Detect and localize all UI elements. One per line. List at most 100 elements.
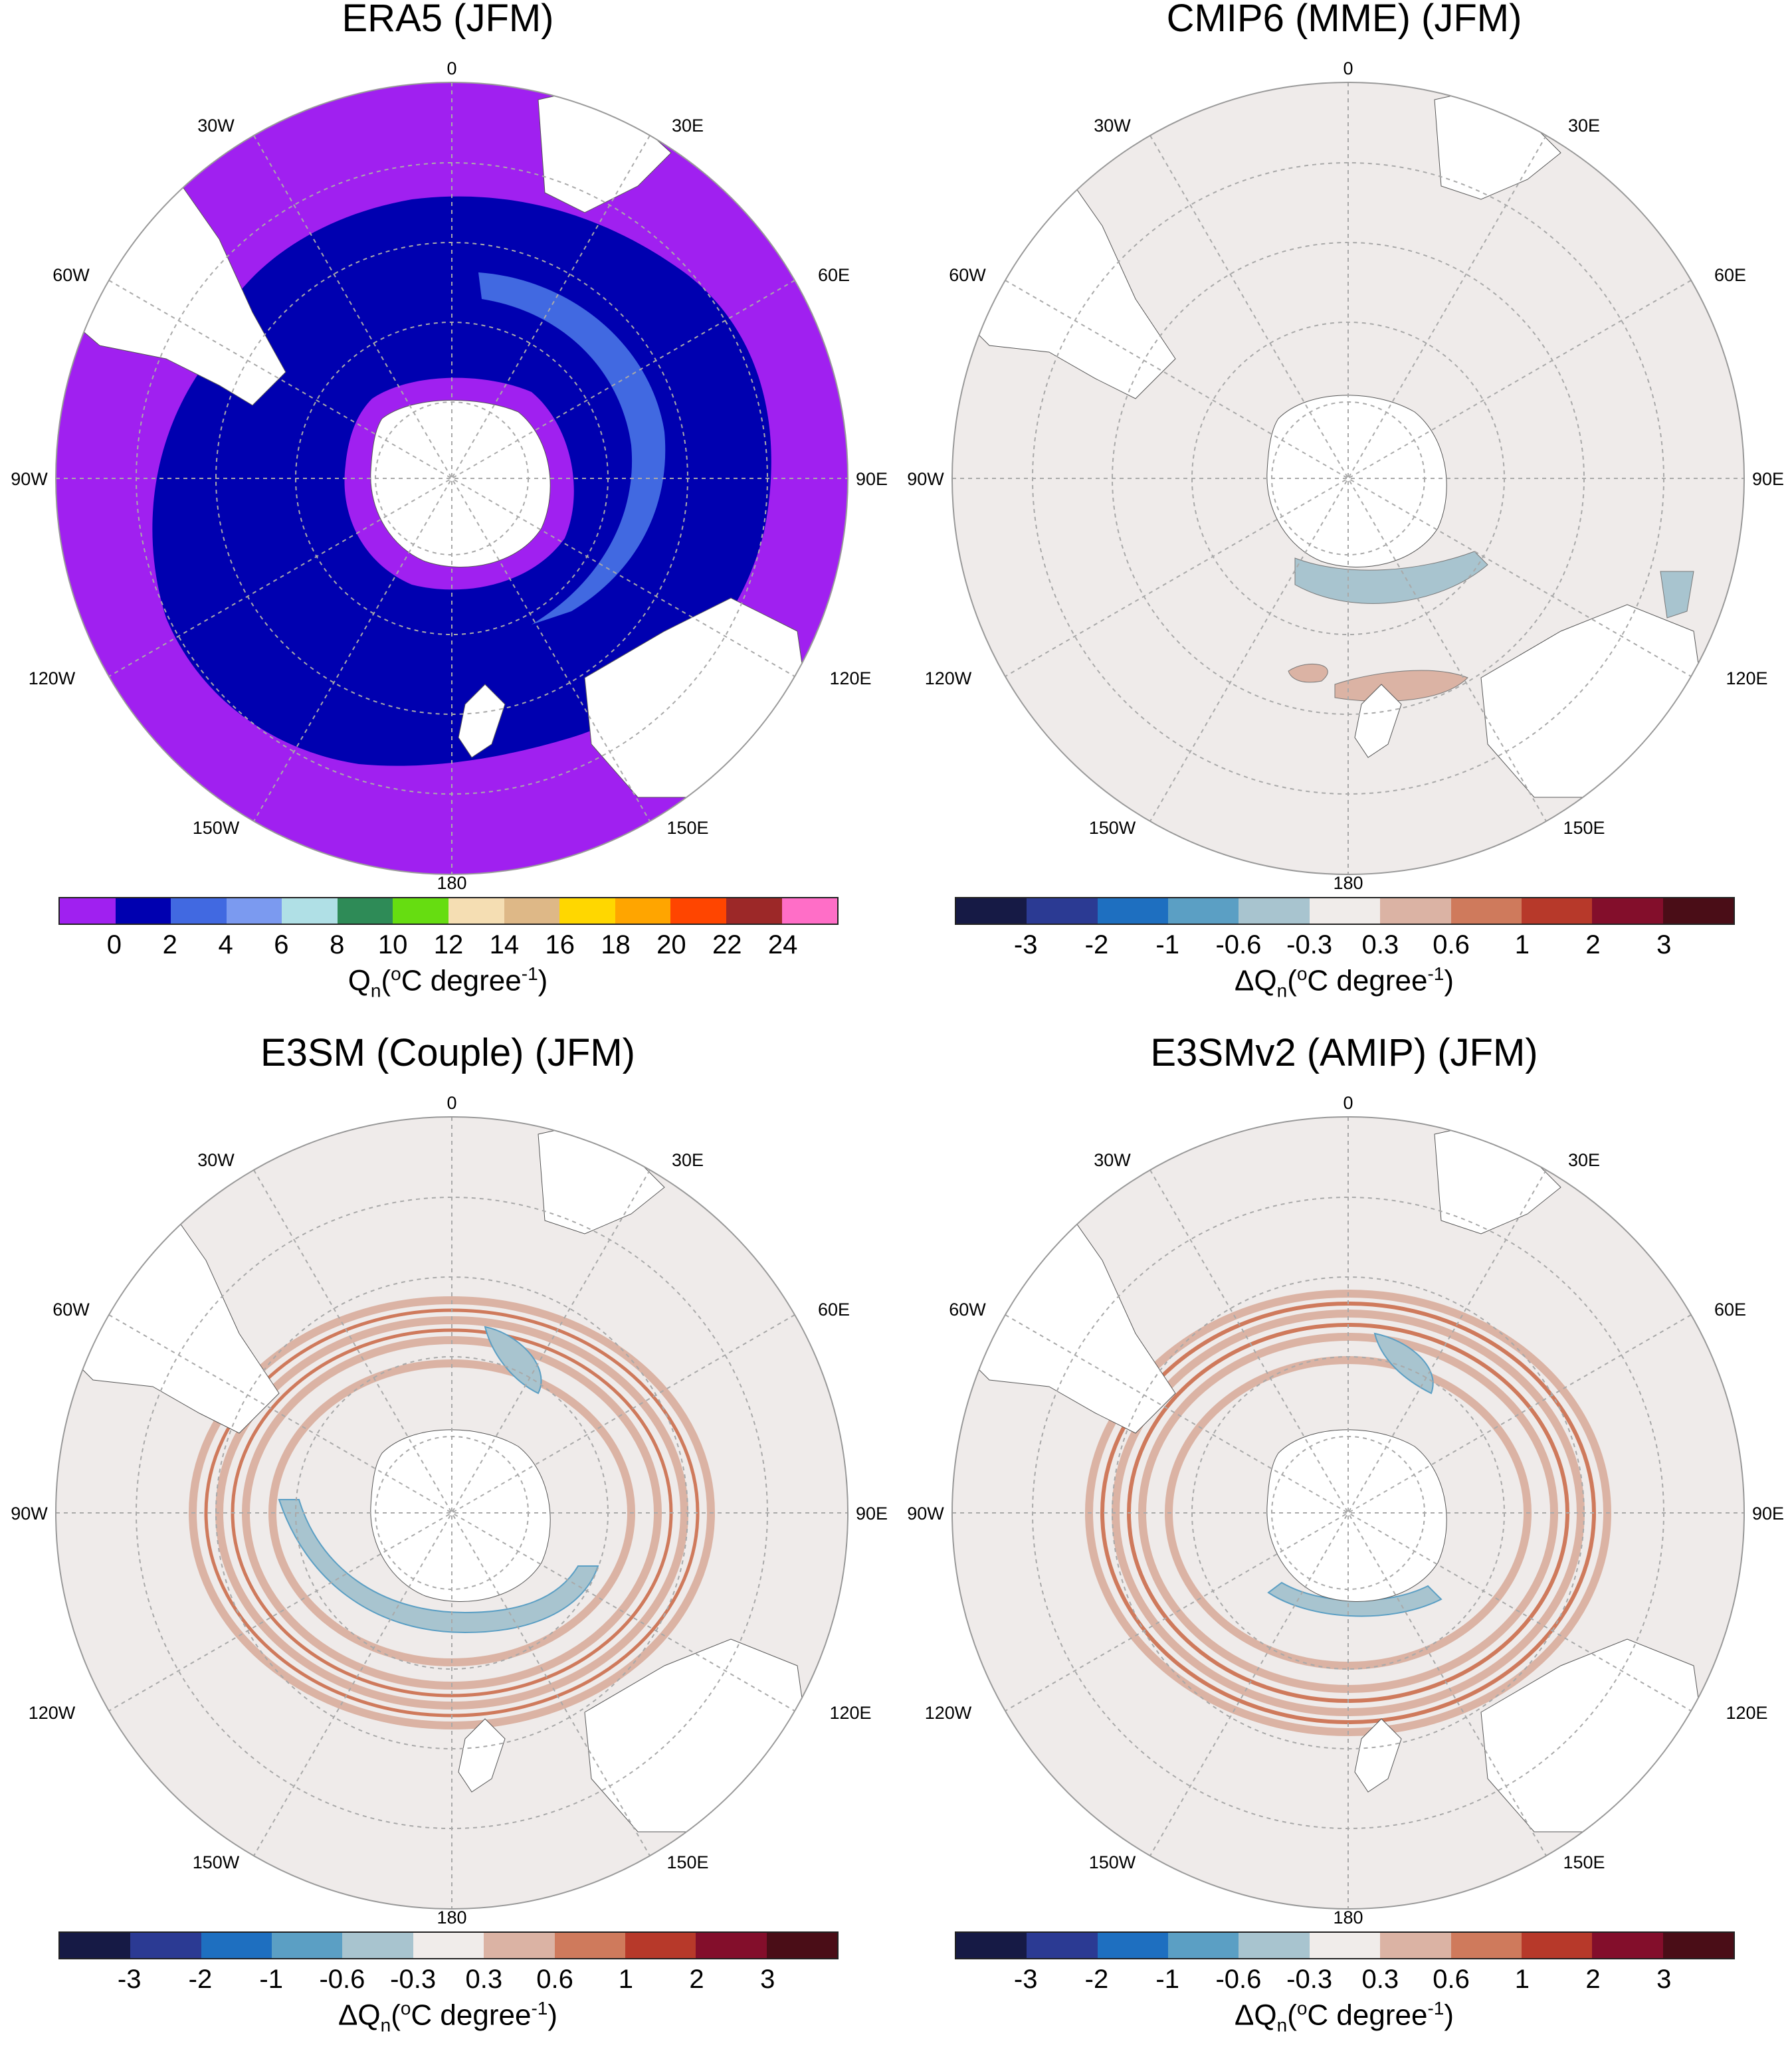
lon-label-60w: 60W [52,1300,90,1320]
lon-label-60w: 60W [949,1300,986,1320]
colorbar-tick-label: 0 [106,930,122,959]
lon-label-30w: 30W [1094,116,1131,136]
land-new-zealand [458,1718,506,1793]
anomaly-negative-patch [1373,1332,1434,1395]
lon-label-120e: 120E [829,1703,871,1723]
colorbar-swatch [726,898,782,924]
lon-label-150e: 150E [1563,818,1605,838]
colorbar-tick-label: -2 [1084,1965,1109,1994]
panel-title: E3SM (Couple) (JFM) [260,1031,635,1074]
colorbar-tick-label: 0.6 [536,1965,573,1994]
land-antarctica [370,1429,551,1602]
lon-label-90e: 90E [1752,1504,1784,1524]
land-new-zealand [1354,1718,1402,1793]
anomaly-positive-patch [1288,663,1328,683]
polar-map: 0 30W 30E 60W 60E 90W 90E 120W 120E 150W… [11,58,888,890]
colorbar [58,1931,839,1959]
lon-label-60e: 60E [818,1300,850,1320]
colorbar-tick-label: 3 [1656,1965,1672,1994]
colorbar-swatch [1592,1933,1663,1958]
colorbar-label: ΔQn(oC degree-1) [1234,963,1454,1001]
colorbar-swatch [554,1933,625,1958]
colorbar-tick-label: -2 [1084,930,1109,959]
lon-label-90w: 90W [11,1504,48,1524]
colorbar-swatch [1168,898,1239,924]
colorbar-swatch [766,1933,837,1958]
colorbar-tick-label: 20 [656,930,686,959]
lon-label-120w: 120W [925,668,972,688]
cmip6-panel: CMIP6 (MME) (JFM) [896,0,1792,1034]
lon-label-30w: 30W [197,1150,235,1170]
colorbar-ticks: -3 -2 -1 -0.6 -0.3 0.3 0.6 1 2 3 [896,930,1792,965]
lon-label-180: 180 [1333,873,1363,890]
lon-label-0: 0 [447,1093,456,1113]
colorbar-tick-label: 2 [1585,1965,1601,1994]
lon-label-60e: 60E [1714,265,1746,285]
colorbar-tick-label: 2 [689,1965,704,1994]
colorbar-tick-label: -0.3 [1286,930,1333,959]
colorbar-tick-label: -0.6 [1215,1965,1262,1994]
graticule [56,82,848,874]
colorbar-tick-label: 3 [760,1965,775,1994]
colorbar-swatch [559,898,615,924]
colorbar-swatch [484,1933,555,1958]
colorbar-tick-label: 16 [545,930,575,959]
lon-label-0: 0 [447,58,456,78]
colorbar-tick-label: 2 [162,930,177,959]
colorbar-tick-label: 10 [377,930,408,959]
colorbar-tick-label: -0.6 [319,1965,365,1994]
land-antarctica [370,399,551,567]
colorbar-swatch [1239,898,1310,924]
colorbar-swatch [1027,898,1098,924]
lon-label-150e: 150E [1563,1852,1605,1872]
lon-label-150w: 150W [1089,1852,1136,1872]
lon-label-120e: 120E [1726,668,1767,688]
colorbar-swatch [1097,1933,1169,1958]
lon-label-120w: 120W [29,1703,76,1723]
panel-title: ERA5 (JFM) [342,0,554,40]
colorbar-swatch [60,898,116,924]
colorbar-swatch [1027,1933,1098,1958]
colorbar-tick-label: -2 [188,1965,213,1994]
polar-map: 0 30W 30E 60W 60E 90W 90E 120W 120E 150W… [907,1093,1784,1925]
lon-label-30w: 30W [197,116,235,136]
panel-title: CMIP6 (MME) (JFM) [1166,0,1522,40]
lon-label-150e: 150E [666,1852,708,1872]
colorbar-tick-label: 2 [1585,930,1601,959]
colorbar-swatch [1168,1933,1239,1958]
land-new-zealand [1354,684,1402,758]
colorbar-swatch [1662,898,1734,924]
anomaly-negative-patch [1660,571,1694,619]
colorbar-swatch [1450,898,1522,924]
colorbar-tick-label: 1 [1514,930,1530,959]
lon-label-90w: 90W [907,469,944,489]
colorbar-swatch [115,898,171,924]
lon-label-60w: 60W [949,265,986,285]
colorbar-swatch [226,898,282,924]
polar-map: 0 30W 30E 60W 60E 90W 90E 120W 120E 150W… [11,1093,888,1925]
map-border [55,1116,848,1910]
anomaly-negative-band [1267,1581,1443,1617]
colorbar-tick-label: 14 [489,930,520,959]
lon-label-150w: 150W [1089,818,1136,838]
colorbar-label: ΔQn(oC degree-1) [338,1998,557,2036]
colorbar-ticks: 0 2 4 6 8 10 12 14 16 18 20 22 24 [0,930,896,965]
colorbar-tick-label: 24 [767,930,798,959]
colorbar [955,897,1735,925]
colorbar-tick-label: -1 [1155,1965,1179,1994]
e3smv2-amip-panel: E3SMv2 (AMIP) (JFM) [896,1034,1792,2069]
colorbar-tick-label: -0.3 [1286,1965,1333,1994]
colorbar-swatch [130,1933,201,1958]
colorbar-swatch [625,1933,696,1958]
colorbar-tick-label: 0.3 [1361,930,1399,959]
colorbar-tick-label: 6 [274,930,289,959]
lon-label-150w: 150W [193,818,240,838]
panel-title: E3SMv2 (AMIP) (JFM) [1150,1031,1538,1074]
map-border [951,82,1745,875]
colorbar-tick-label: 0.6 [1433,1965,1470,1994]
colorbar-swatch [1662,1933,1734,1958]
lon-label-60e: 60E [818,265,850,285]
colorbar-swatch [1592,898,1663,924]
lon-label-60e: 60E [1714,1300,1746,1320]
era5-panel: ERA5 (JFM) 0 [0,0,896,1034]
